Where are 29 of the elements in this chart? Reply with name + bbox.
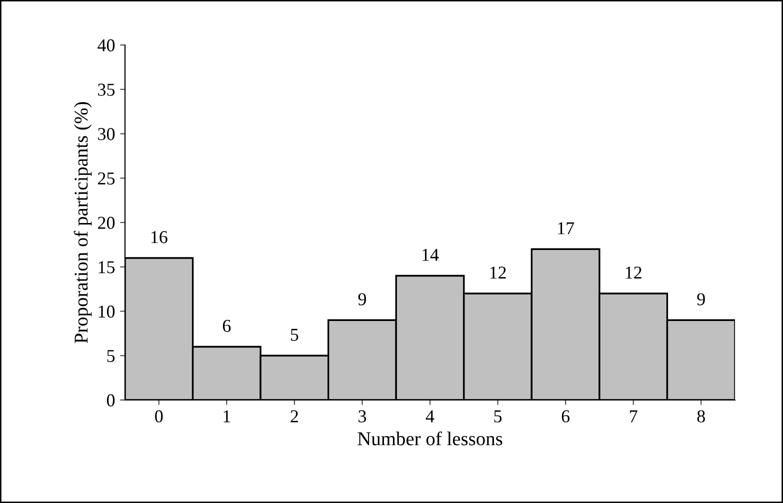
- data-label: 6: [222, 320, 231, 332]
- data-label: 16: [151, 231, 168, 244]
- data-label: 9: [697, 293, 705, 306]
- y-tick-label: 25: [98, 172, 115, 185]
- x-tick-label: 7: [630, 410, 638, 422]
- x-tick-label: 0: [155, 410, 163, 422]
- y-tick-label: 5: [107, 350, 115, 362]
- data-label: 9: [358, 293, 366, 306]
- x-axis-title: Number of lessons: [358, 431, 502, 446]
- data-label: 14: [422, 248, 439, 261]
- x-tick-label: 6: [562, 410, 570, 422]
- y-tick-label: 40: [98, 39, 115, 52]
- data-label: 5: [290, 328, 298, 341]
- y-tick-label: 35: [98, 84, 115, 96]
- x-tick-label: 1: [224, 410, 230, 422]
- data-label: 17: [558, 222, 574, 234]
- x-tick-label: 8: [697, 410, 705, 422]
- y-tick-label: 15: [98, 261, 115, 274]
- y-axis-title: Proporation of participants (%): [74, 102, 92, 344]
- x-tick-label: 3: [358, 410, 366, 422]
- x-tick-label: 5: [494, 410, 502, 422]
- x-tick-label: 4: [426, 410, 434, 422]
- data-label: 12: [490, 266, 506, 279]
- data-label: 12: [626, 266, 642, 279]
- y-tick-label: 20: [98, 216, 115, 229]
- y-tick-label: 30: [98, 128, 115, 140]
- x-tick-label: 2: [290, 410, 298, 422]
- y-tick-label: 10: [98, 306, 115, 318]
- y-tick-label: 0: [106, 394, 115, 406]
